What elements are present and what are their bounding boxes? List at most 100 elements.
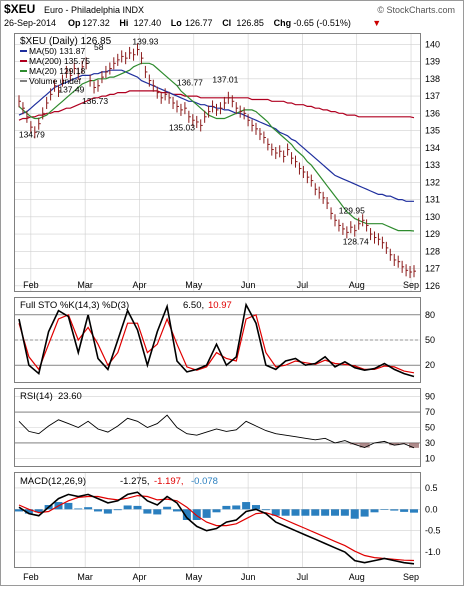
quote-value-chg: -0.65 (-0.51%) <box>293 18 351 28</box>
x-tick-label-price: Mar <box>77 280 93 290</box>
rsi-ytick-label: 30 <box>425 438 435 448</box>
x-axis-labels-price: Feb Mar Apr May Jun Jul Aug Sep <box>23 280 419 290</box>
x-tick-label-price: Apr <box>132 280 146 290</box>
price-ytick-label: 131 <box>425 195 440 205</box>
macd-histogram-bar <box>331 509 339 516</box>
macd-histogram-bar <box>202 509 211 518</box>
macd-histogram-bar <box>321 509 330 516</box>
macd-histogram-bar <box>410 509 418 513</box>
quote-date: 26-Sep-2014 <box>4 18 56 28</box>
macd-histogram-bar <box>261 509 270 511</box>
x-tick-label-price: May <box>185 280 203 290</box>
price-panel: 126 127 128 129 130 131 132 133 134 135 136 137 138 1… <box>14 33 440 292</box>
x-tick-label-price: Jul <box>297 280 309 290</box>
quote-value-hi: 127.40 <box>134 18 162 28</box>
macd-histogram-bar <box>291 509 300 516</box>
macd-histogram-bar <box>84 507 93 510</box>
price-ytick-label: 130 <box>425 212 440 222</box>
price-annotation: 139.93 <box>132 36 158 46</box>
quote-value-cl: 126.85 <box>236 18 264 28</box>
x-axis-labels-macd: Feb Mar Apr May Jun Jul Aug Sep <box>23 572 419 582</box>
symbol-name: Euro - Philadelphia INDX <box>44 5 144 15</box>
macd-histogram-bar <box>192 509 201 520</box>
price-ytick-label: 137 <box>425 91 440 101</box>
price-annotation: 136.77 <box>177 78 203 88</box>
macd-histogram-bar <box>163 506 172 510</box>
macd-histogram-bar <box>113 509 122 511</box>
macd-histogram-bar <box>64 502 73 510</box>
macd-label-hist: -0.078 <box>191 476 218 487</box>
rsi-line <box>18 414 415 449</box>
macd-histogram-bar <box>350 509 359 519</box>
quote-label-op: Op <box>68 18 81 28</box>
price-ytick-label: 136 <box>425 108 440 118</box>
legend-partial-label: 58 <box>94 42 104 52</box>
price-annotation: 135.03 <box>169 123 195 133</box>
macd-histogram-bar <box>74 508 83 510</box>
price-ytick-label: 135 <box>425 126 440 136</box>
rsi-oversold-fill <box>349 442 360 445</box>
macd-ytick-label: -0.5 <box>425 526 441 536</box>
macd-label-name: MACD(12,26,9) <box>20 476 86 487</box>
sto-ytick-label: 20 <box>425 360 435 370</box>
price-ytick-label: 127 <box>425 264 440 274</box>
macd-histogram-bar <box>143 509 152 514</box>
macd-signal-line <box>18 494 415 562</box>
macd-histogram-bar <box>153 509 162 515</box>
price-ytick-label: 134 <box>425 143 440 153</box>
price-ytick-label: 139 <box>425 57 440 67</box>
quote-label-chg: Chg <box>274 18 292 28</box>
x-tick-label-macd: Feb <box>23 572 39 582</box>
rsi-oversold-fill <box>389 442 400 446</box>
price-annotation: 128.74 <box>343 236 369 246</box>
price-ytick-label: 133 <box>425 160 440 170</box>
rsi-oversold-fill <box>359 442 370 448</box>
macd-histogram-bar <box>281 509 290 516</box>
quote-label-lo: Lo <box>171 18 182 28</box>
price-annotation: 134.79 <box>19 129 45 139</box>
quote-label-cl: Cl <box>222 18 231 28</box>
price-ytick-label: 126 <box>425 281 440 291</box>
sto-ytick-label: 50 <box>425 335 435 345</box>
sto-label-d: 10.97 <box>208 300 232 311</box>
sto-k-line <box>18 302 415 378</box>
x-tick-label-price: Feb <box>23 280 39 290</box>
rsi-label-value: 23.60 <box>58 391 82 402</box>
macd-histogram-bar <box>123 505 132 510</box>
macd-histogram-bar <box>301 509 310 516</box>
x-tick-label-macd: May <box>185 572 203 582</box>
macd-histogram-bar <box>360 509 369 517</box>
quote-row: Op 127.32 Hi 127.40 Lo 126.77 Cl 126.85 Chg -0.65… <box>68 18 381 28</box>
legend-label: Volume undef <box>29 76 82 86</box>
macd-histogram-bar <box>34 509 43 513</box>
ma200-line <box>18 90 415 121</box>
macd-histogram-bar <box>340 509 349 516</box>
macd-histogram-bar <box>15 509 23 512</box>
sto-ytick-label: 80 <box>425 310 435 320</box>
x-tick-label-price: Jun <box>241 280 256 290</box>
macd-histogram-bar <box>133 505 142 510</box>
rsi-ytick-label: 90 <box>425 392 435 402</box>
rsi-ytick-label: 10 <box>425 453 435 463</box>
macd-ytick-label: 0.5 <box>425 483 438 493</box>
price-annotation: 129.95 <box>339 205 365 215</box>
rsi-panel: 10 30 50 70 90 RSI(14) 23.60 <box>14 388 435 467</box>
macd-histogram-bar <box>252 505 260 510</box>
price-annotation: 137.49 <box>58 85 84 95</box>
macd-histogram-bar <box>242 502 251 510</box>
price-ytick-label: 129 <box>425 229 440 239</box>
legend-label: MA(50) 131.87 <box>29 46 85 56</box>
x-tick-label-macd: Mar <box>77 572 93 582</box>
quote-label-hi: Hi <box>119 18 128 28</box>
x-tick-label-macd: Jul <box>297 572 309 582</box>
sto-label-name: Full STO %K(14,3) %D(3) <box>20 300 129 311</box>
price-panel-title: $XEU (Daily) 126.85 <box>20 36 112 47</box>
rsi-ytick-label: 70 <box>425 407 435 417</box>
price-ytick-label: 140 <box>425 39 440 49</box>
macd-histogram-bar <box>311 509 320 516</box>
macd-histogram-bar <box>222 505 231 510</box>
x-tick-label-macd: Apr <box>132 572 146 582</box>
legend-label: MA(200) 135.75 <box>29 56 90 66</box>
x-tick-label-price: Aug <box>349 280 365 290</box>
macd-histogram-bar <box>24 509 33 514</box>
